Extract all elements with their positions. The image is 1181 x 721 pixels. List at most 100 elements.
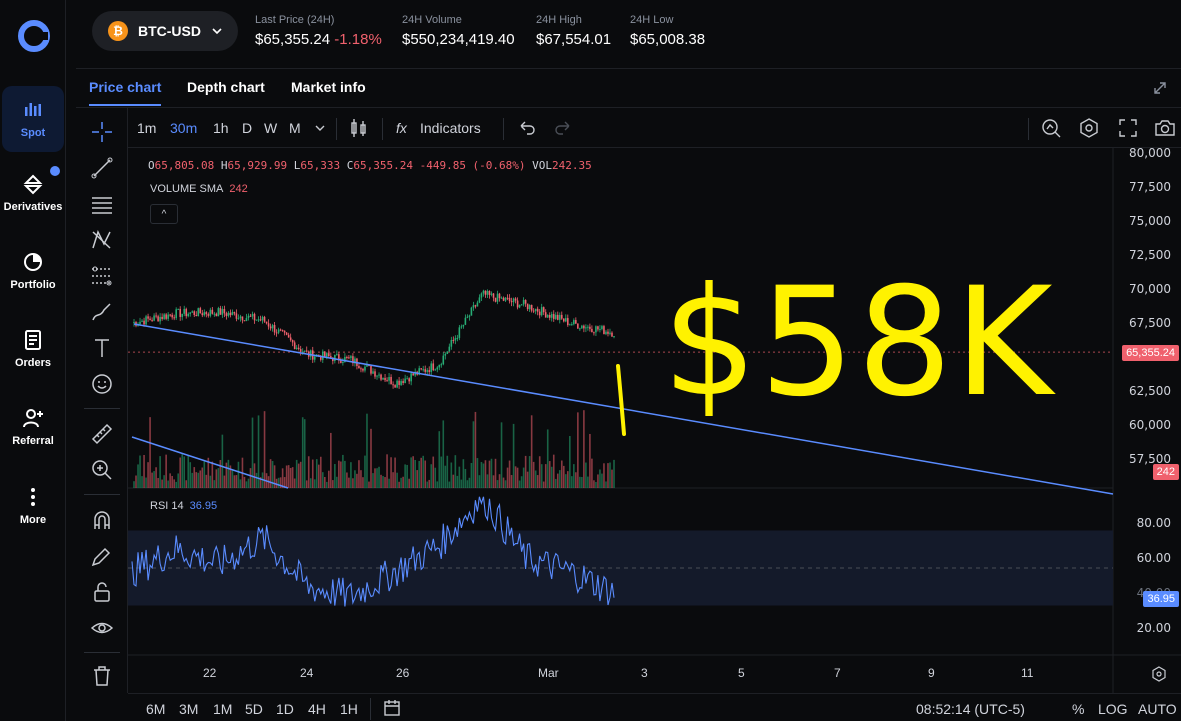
range-3m[interactable]: 3M (179, 701, 199, 717)
percent-toggle[interactable]: % (1072, 701, 1085, 717)
horizontal-lines-tool[interactable] (90, 192, 114, 216)
volume-bar (597, 474, 599, 488)
range-5d[interactable]: 5D (245, 701, 263, 717)
camera-icon[interactable] (1154, 117, 1176, 139)
nav-item-derivatives[interactable]: Derivatives (0, 160, 66, 226)
candle-body (157, 316, 159, 322)
candle-body (133, 321, 135, 324)
redo-icon[interactable] (552, 117, 574, 139)
volume-bar (328, 470, 330, 488)
range-1h[interactable]: 1H (340, 701, 358, 717)
horizontal-lines-icon (92, 197, 112, 214)
trend-line-tool[interactable] (90, 156, 114, 180)
coinbase-logo[interactable] (16, 18, 52, 54)
brush-tool[interactable] (90, 300, 114, 324)
candle-body (482, 290, 485, 294)
visibility-tool[interactable] (90, 616, 114, 640)
tab-depth-chart[interactable]: Depth chart (187, 79, 265, 95)
volume-bar (448, 481, 451, 488)
timeframe-m[interactable]: M (289, 120, 301, 136)
chevron-down-icon[interactable] (313, 121, 327, 135)
candle-body (213, 313, 216, 315)
timeframe-1h[interactable]: 1h (213, 120, 229, 136)
volume-bar (502, 477, 505, 488)
fullscreen-icon[interactable] (1117, 117, 1139, 139)
calendar-icon[interactable] (382, 698, 402, 718)
pattern-tool[interactable] (90, 228, 114, 252)
tab-price-chart[interactable]: Price chart (89, 79, 162, 106)
range-4h[interactable]: 4H (308, 701, 326, 717)
candle-body (468, 315, 471, 317)
magnet-tool[interactable] (90, 508, 114, 532)
volume-bar (386, 454, 388, 488)
nav-item-orders[interactable]: Orders (0, 316, 66, 382)
range-1m[interactable]: 1M (213, 701, 233, 717)
candle-body (243, 320, 246, 322)
nav-item-referral[interactable]: Referral (0, 394, 66, 460)
log-toggle[interactable]: LOG (1098, 701, 1128, 717)
candlestick-icon[interactable] (348, 117, 370, 139)
nav-item-spot[interactable]: Spot (2, 86, 64, 152)
fib-tool[interactable] (90, 264, 114, 288)
settings-icon[interactable] (1078, 117, 1100, 139)
zoom-tool[interactable] (90, 458, 114, 482)
candle-body (597, 326, 599, 330)
lock-drawing-tool[interactable] (90, 544, 114, 568)
timeframe-30m[interactable]: 30m (170, 120, 198, 136)
candle-body (177, 308, 179, 310)
volume-bar (599, 469, 601, 488)
volume-bar (548, 461, 551, 488)
candle-body (285, 332, 288, 335)
text-tool[interactable] (90, 336, 114, 360)
indicators-button[interactable]: Indicators (420, 120, 481, 136)
ruler-tool[interactable] (90, 422, 114, 446)
collapse-legend-button[interactable]: ^ (150, 204, 178, 224)
chart-settings-icon[interactable] (1151, 666, 1167, 682)
candle-body (400, 381, 402, 385)
expand-icon[interactable] (1153, 81, 1167, 95)
quick-search-icon[interactable] (1040, 117, 1062, 139)
candle-body (528, 304, 531, 310)
nav-item-more[interactable]: More (0, 473, 66, 539)
tab-market-info[interactable]: Market info (291, 79, 366, 95)
emoji-tool[interactable] (90, 372, 114, 396)
open-label: O (148, 159, 155, 172)
nav-item-portfolio[interactable]: Portfolio (0, 238, 66, 304)
candle-body (287, 334, 290, 338)
candle-body (538, 311, 541, 316)
auto-toggle[interactable]: AUTO (1138, 701, 1177, 717)
candle-body (550, 314, 553, 318)
clock[interactable]: 08:52:14 (UTC-5) (916, 701, 1025, 717)
volume-bar (410, 457, 412, 488)
range-1d[interactable]: 1D (276, 701, 294, 717)
smiley-icon (92, 374, 112, 394)
market-header: ₿ BTC-USD Last Price (24H) $65,355.24 -1… (76, 0, 1181, 68)
timeframe-d[interactable]: D (242, 120, 253, 136)
timeframe-w[interactable]: W (264, 120, 278, 136)
volume-bar (253, 463, 256, 488)
pair-selector[interactable]: ₿ BTC-USD (92, 11, 238, 51)
lock-tool[interactable] (90, 580, 114, 604)
undo-icon[interactable] (516, 117, 538, 139)
candle-body (273, 325, 276, 333)
volume-bar (205, 474, 208, 488)
open-value: 65,805.08 (154, 159, 215, 172)
candle-body (277, 329, 280, 333)
close-label: C (346, 159, 354, 172)
range-6m[interactable]: 6M (146, 701, 166, 717)
volume-bar (560, 460, 563, 488)
crosshair-tool[interactable] (90, 120, 114, 144)
delete-tool[interactable] (90, 664, 114, 688)
candle-body (309, 350, 312, 357)
candle-body (223, 308, 226, 314)
divider (84, 494, 120, 495)
volume-bar (540, 464, 543, 488)
price-chart[interactable]: O65,805.08 H65,929.99 L65,333 C65,355.24… (128, 146, 1181, 693)
timeframe-1m[interactable]: 1m (137, 120, 157, 136)
volume-bar (470, 462, 473, 488)
candle-body (372, 371, 374, 374)
volume-bar (321, 472, 324, 488)
chart-canvas[interactable] (128, 148, 1181, 693)
volume-bar (514, 466, 517, 488)
candle-body (211, 309, 214, 314)
